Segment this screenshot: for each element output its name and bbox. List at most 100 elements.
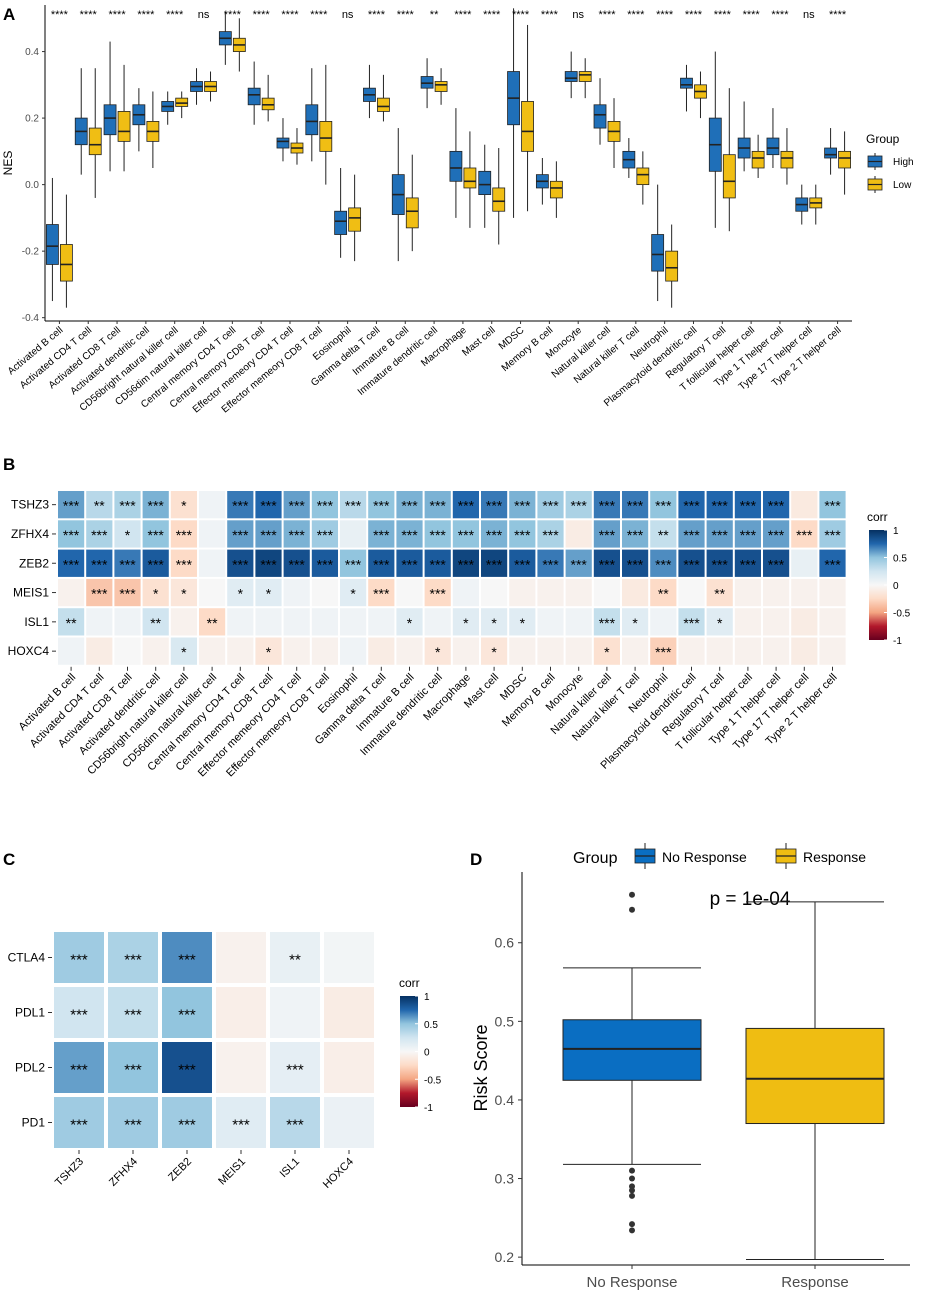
heatmap-cell — [791, 549, 818, 577]
heatmap-cell — [86, 491, 113, 519]
significance-stars: *** — [599, 556, 616, 572]
significance-stars: *** — [232, 498, 249, 514]
box-high — [564, 71, 578, 82]
heatmap-cell — [763, 578, 790, 607]
heatmap-cell — [108, 932, 158, 983]
heatmap-cell — [819, 578, 846, 607]
significance-stars: *** — [655, 556, 672, 572]
significance-stars: *** — [289, 556, 306, 572]
significance-stars: *** — [712, 498, 729, 514]
significance-stars: *** — [63, 527, 80, 543]
y-axis-title: Risk Score — [471, 1024, 491, 1111]
outlier-point — [629, 1227, 635, 1234]
box-low — [319, 121, 333, 152]
y-tick-label: 0.6 — [495, 935, 515, 951]
y-tick-label: -0.2 — [22, 247, 40, 258]
heatmap-cell — [706, 578, 733, 607]
heatmap-cell — [734, 520, 761, 548]
heatmap-cell — [424, 491, 451, 519]
heatmap-cell — [678, 491, 705, 519]
heatmap-cell — [340, 608, 367, 636]
significance-stars: *** — [286, 1062, 304, 1079]
significance-stars: *** — [124, 1117, 142, 1134]
heatmap-cell — [593, 520, 620, 548]
significance-label: **** — [541, 9, 559, 21]
heatmap-cell — [162, 1097, 212, 1148]
significance-stars: *** — [63, 556, 80, 572]
heatmap-cell — [706, 549, 733, 577]
heatmap-cell — [396, 549, 423, 577]
heatmap-cell — [622, 578, 649, 607]
outlier-point — [629, 891, 635, 898]
x-tick-label: MEIS1 — [216, 1156, 248, 1188]
legend-label: No Response — [662, 849, 747, 865]
significance-label: **** — [771, 9, 789, 21]
box-low — [434, 81, 448, 92]
heatmap-cell — [396, 491, 423, 519]
heatmap-cell — [481, 637, 508, 665]
significance-stars: ** — [714, 586, 725, 602]
heatmap-cell — [142, 549, 169, 577]
row-label: MEIS1 — [13, 586, 49, 600]
heatmap-cell — [114, 520, 141, 548]
heatmap-cell — [270, 932, 320, 983]
box-low — [578, 71, 592, 82]
box-high — [824, 147, 837, 159]
box-high — [334, 210, 348, 235]
panel-d: D Group No Response Response p = 1e-04 0.6 0.5… — [470, 843, 910, 1291]
heatmap-cell — [481, 608, 508, 636]
y-tick-label: 0.3 — [495, 1171, 515, 1187]
heatmap-cell — [311, 520, 338, 548]
significance-stars: *** — [148, 527, 165, 543]
heatmap-cell — [311, 549, 338, 577]
heatmap-cell — [255, 578, 282, 607]
significance-stars: *** — [401, 556, 418, 572]
x-tick-label: TSHZ3 — [53, 1156, 86, 1189]
heatmap-cell — [537, 549, 564, 577]
row-label: TSHZ3 — [11, 498, 49, 512]
significance-label: **** — [829, 9, 847, 21]
box-high — [305, 104, 319, 136]
box-low — [780, 150, 794, 169]
significance-stars: *** — [712, 527, 729, 543]
heatmap-cell — [396, 578, 423, 607]
heatmap-cell — [340, 520, 367, 548]
p-value-label: p = 1e-04 — [710, 889, 791, 910]
significance-stars: *** — [260, 556, 277, 572]
heatmap-cell — [509, 578, 536, 607]
heatmap-cell — [565, 549, 592, 577]
heatmap-cell — [311, 491, 338, 519]
significance-stars: ** — [658, 527, 669, 543]
significance-stars: *** — [91, 586, 108, 602]
box-low — [60, 244, 73, 282]
heatmap-cell — [537, 520, 564, 548]
y-tick-label: -0.4 — [22, 313, 40, 324]
row-label: ZFHX4 — [11, 527, 49, 541]
heatmap-cell — [114, 578, 141, 607]
heatmap-cell — [114, 549, 141, 577]
significance-stars: *** — [683, 498, 700, 514]
outlier-point — [629, 1192, 635, 1199]
significance-stars: * — [717, 615, 723, 631]
significance-stars: *** — [124, 952, 142, 969]
heatmap-cell — [340, 637, 367, 665]
significance-stars: *** — [458, 527, 475, 543]
significance-stars: *** — [124, 1007, 142, 1024]
colorbar-label: -0.5 — [893, 609, 911, 620]
box-high — [593, 104, 607, 129]
box-high — [420, 76, 434, 89]
heatmap-cell — [565, 491, 592, 519]
significance-stars: *** — [571, 556, 588, 572]
heatmap-cell — [509, 520, 536, 548]
significance-stars: *** — [627, 556, 644, 572]
heatmap-cell — [734, 637, 761, 665]
significance-stars: *** — [178, 1007, 196, 1024]
heatmap-cell — [54, 1042, 104, 1093]
significance-label: **** — [310, 9, 328, 21]
heatmap-cell — [706, 637, 733, 665]
x-tick-label: Response — [781, 1274, 849, 1291]
heatmap-cell — [170, 520, 197, 548]
heatmap-cell — [199, 578, 226, 607]
heatmap-cell — [678, 578, 705, 607]
